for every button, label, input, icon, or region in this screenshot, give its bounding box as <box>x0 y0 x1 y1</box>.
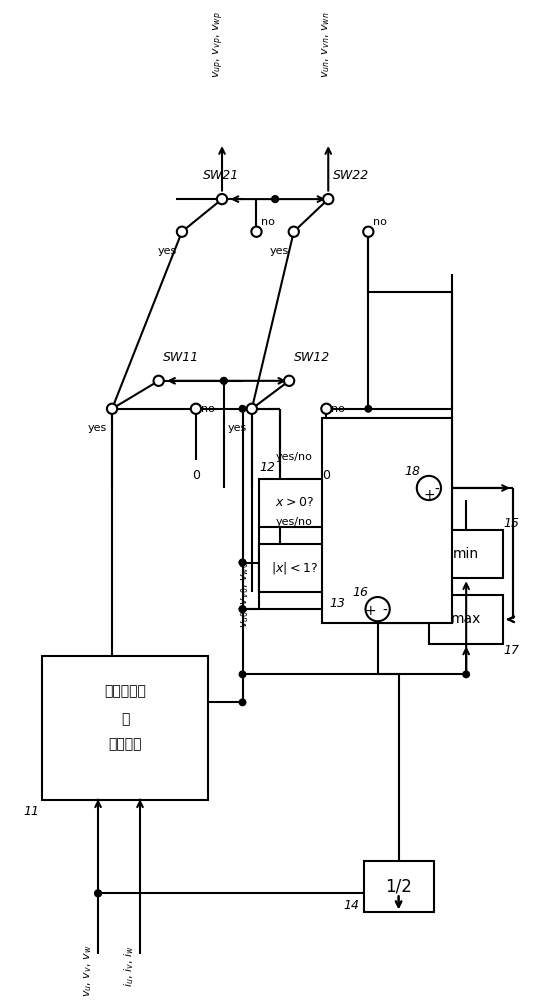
Circle shape <box>366 597 390 621</box>
Bar <box>429 530 504 578</box>
Circle shape <box>321 404 331 414</box>
Text: $v_{up}$, $v_{vp}$, $v_{wp}$: $v_{up}$, $v_{vp}$, $v_{wp}$ <box>211 11 225 78</box>
Text: 18: 18 <box>404 465 420 478</box>
Text: yes: yes <box>158 246 177 256</box>
Circle shape <box>220 378 227 384</box>
Circle shape <box>95 890 101 897</box>
Circle shape <box>153 376 164 386</box>
Text: SW21: SW21 <box>203 169 240 182</box>
Text: 整处理部: 整处理部 <box>109 737 142 751</box>
Text: no: no <box>201 404 214 414</box>
Circle shape <box>247 404 257 414</box>
Text: +: + <box>365 604 376 618</box>
Text: max: max <box>451 612 481 626</box>
Text: yes: yes <box>228 423 247 433</box>
Text: no: no <box>331 404 345 414</box>
Text: 15: 15 <box>504 517 520 530</box>
Circle shape <box>217 194 227 204</box>
Text: $x>0?$: $x>0?$ <box>275 496 314 509</box>
Bar <box>363 861 434 912</box>
Bar <box>429 595 504 644</box>
Circle shape <box>323 194 334 204</box>
Text: -: - <box>434 483 439 497</box>
Circle shape <box>239 606 246 612</box>
Circle shape <box>191 404 201 414</box>
Text: SW12: SW12 <box>294 351 330 364</box>
Circle shape <box>107 404 117 414</box>
Circle shape <box>284 376 294 386</box>
Bar <box>259 479 329 527</box>
Circle shape <box>289 227 299 237</box>
Text: 11: 11 <box>23 805 39 818</box>
Text: 12: 12 <box>259 461 275 474</box>
Text: SW11: SW11 <box>163 351 199 364</box>
Text: $v_{u0}$, $v_{v0}$, $v_{w0}$: $v_{u0}$, $v_{v0}$, $v_{w0}$ <box>239 561 251 628</box>
Circle shape <box>252 227 261 237</box>
Circle shape <box>417 476 441 500</box>
Text: yes/no: yes/no <box>276 517 312 527</box>
Text: min: min <box>453 547 479 561</box>
Circle shape <box>463 671 469 678</box>
Circle shape <box>239 559 246 566</box>
Circle shape <box>365 406 372 412</box>
Text: no: no <box>373 217 387 227</box>
Circle shape <box>239 671 246 678</box>
Circle shape <box>272 196 279 202</box>
Circle shape <box>272 196 279 202</box>
Text: 三相电压量: 三相电压量 <box>104 684 146 698</box>
Bar <box>322 418 452 623</box>
Circle shape <box>239 406 246 412</box>
Text: 17: 17 <box>504 644 520 657</box>
Circle shape <box>239 606 246 612</box>
Text: 16: 16 <box>353 586 369 599</box>
Text: $v_u$, $v_v$, $v_w$: $v_u$, $v_v$, $v_w$ <box>83 945 94 997</box>
Text: $|x|<1?$: $|x|<1?$ <box>271 560 317 576</box>
Text: $i_u$, $i_v$, $i_w$: $i_u$, $i_v$, $i_w$ <box>122 945 136 987</box>
Bar <box>42 656 208 800</box>
Circle shape <box>239 699 246 706</box>
Text: -: - <box>383 604 388 618</box>
Text: 1/2: 1/2 <box>385 877 412 895</box>
Circle shape <box>363 227 373 237</box>
Bar <box>259 544 329 592</box>
Text: SW22: SW22 <box>333 169 369 182</box>
Text: 整: 整 <box>121 712 129 726</box>
Text: yes: yes <box>270 246 289 256</box>
Text: 14: 14 <box>343 899 359 912</box>
Text: no: no <box>261 217 275 227</box>
Text: yes/no: yes/no <box>276 452 312 462</box>
Text: 0: 0 <box>322 469 330 482</box>
Circle shape <box>177 227 187 237</box>
Text: +: + <box>423 488 435 502</box>
Circle shape <box>220 378 227 384</box>
Circle shape <box>239 559 246 566</box>
Text: 13: 13 <box>329 597 345 610</box>
Text: $v_{un}$, $v_{vn}$, $v_{wn}$: $v_{un}$, $v_{vn}$, $v_{wn}$ <box>320 11 332 78</box>
Text: yes: yes <box>88 423 107 433</box>
Text: 0: 0 <box>192 469 200 482</box>
Circle shape <box>95 890 101 897</box>
